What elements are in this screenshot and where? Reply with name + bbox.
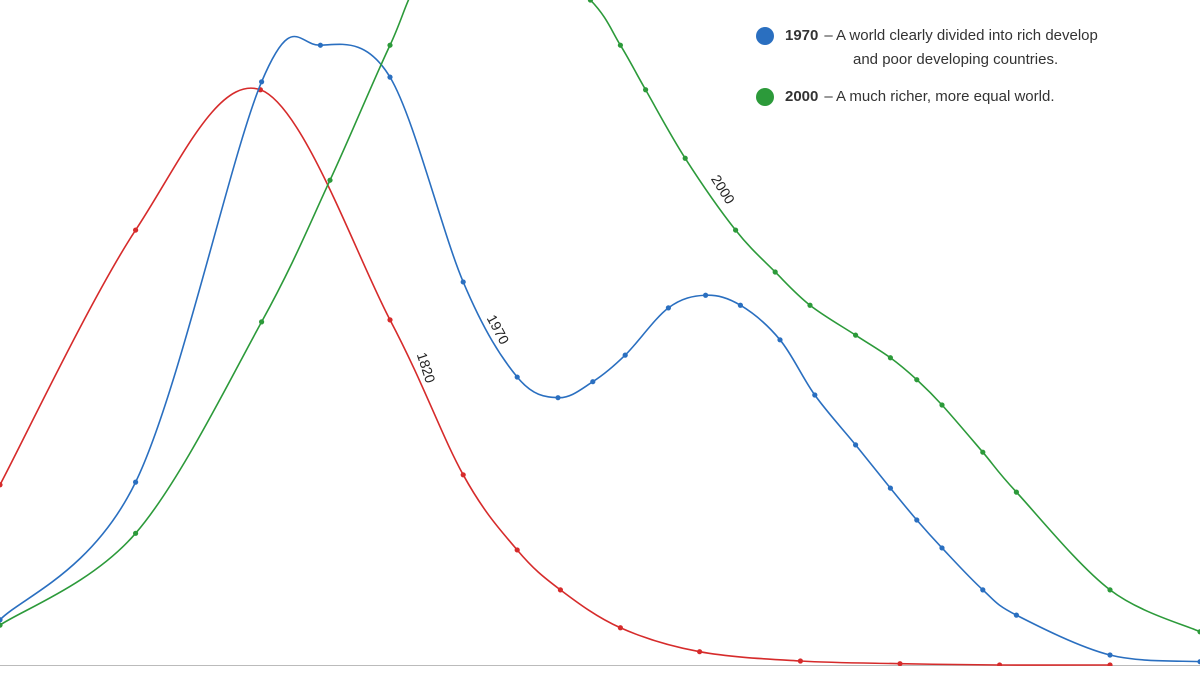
- series-label: 1820: [414, 350, 439, 385]
- data-point: [980, 449, 986, 455]
- data-point: [1197, 659, 1200, 665]
- data-point: [853, 332, 859, 338]
- data-point: [387, 317, 393, 323]
- data-point: [1107, 662, 1113, 666]
- data-point: [387, 74, 393, 80]
- data-point: [387, 42, 393, 48]
- data-point: [617, 42, 624, 48]
- data-point: [703, 292, 709, 298]
- series-line: [0, 87, 1111, 666]
- data-point: [460, 279, 466, 285]
- data-point: [557, 587, 564, 593]
- data-point: [853, 442, 859, 448]
- data-point: [259, 319, 265, 325]
- data-point: [555, 395, 561, 401]
- legend-description: and poor developing countries.: [853, 51, 1058, 68]
- data-point: [887, 355, 894, 361]
- data-point: [807, 302, 813, 308]
- data-point: [772, 269, 778, 275]
- series-label: 1970: [484, 312, 513, 347]
- data-point: [0, 482, 3, 488]
- data-point: [665, 305, 672, 311]
- data-point: [133, 479, 139, 485]
- data-point: [514, 374, 520, 380]
- data-point: [587, 0, 593, 3]
- data-point: [617, 625, 624, 631]
- data-point: [682, 155, 688, 161]
- series-line: [0, 35, 1200, 663]
- data-point: [514, 547, 520, 553]
- data-point: [980, 587, 986, 593]
- data-point: [317, 42, 323, 48]
- data-point: [887, 485, 894, 491]
- data-point: [0, 622, 3, 628]
- data-point: [1107, 652, 1113, 658]
- legend-marker: [756, 88, 774, 106]
- data-point: [897, 661, 903, 666]
- data-point: [914, 377, 920, 383]
- legend-name: 1970: [785, 27, 818, 44]
- data-point: [733, 227, 739, 233]
- data-point: [812, 392, 818, 398]
- data-point: [697, 649, 703, 655]
- series-line: [0, 0, 1200, 633]
- data-point: [777, 337, 783, 343]
- data-point: [327, 177, 333, 183]
- data-point: [622, 352, 628, 358]
- data-point: [1197, 629, 1200, 635]
- data-point: [737, 302, 744, 308]
- data-point: [133, 227, 139, 233]
- data-point: [259, 79, 265, 85]
- data-point: [914, 517, 920, 523]
- data-point: [133, 530, 139, 536]
- legend-description: – A much richer, more equal world.: [824, 88, 1054, 105]
- data-point: [1107, 587, 1113, 593]
- data-point: [460, 472, 466, 478]
- data-point: [0, 617, 3, 623]
- data-point: [1013, 489, 1020, 495]
- data-point: [797, 658, 804, 664]
- legend-description: – A world clearly divided into rich deve…: [824, 27, 1098, 44]
- legend-name: 2000: [785, 88, 818, 105]
- data-point: [939, 402, 945, 408]
- data-point: [939, 545, 945, 551]
- series-label: 2000: [708, 172, 738, 207]
- data-point: [997, 662, 1003, 666]
- data-point: [1013, 612, 1020, 618]
- data-point: [590, 379, 596, 385]
- legend-marker: [756, 27, 774, 45]
- data-point: [643, 87, 649, 93]
